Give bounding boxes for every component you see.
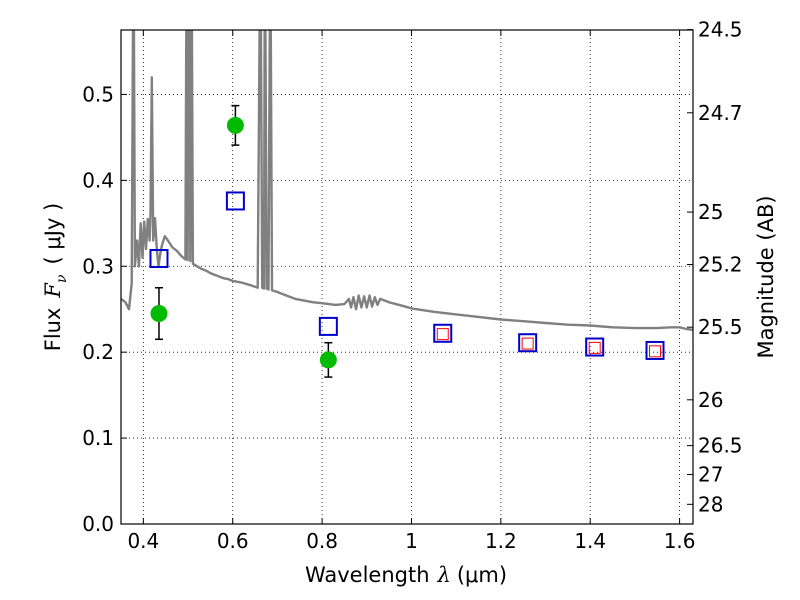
grid bbox=[121, 30, 693, 525]
y2-tick-label: 26 bbox=[698, 388, 723, 412]
y2-axis-label: Magnitude (AB) bbox=[754, 195, 778, 358]
observed-flux-point bbox=[150, 305, 168, 323]
y2-tick-label: 25.5 bbox=[698, 315, 743, 339]
x-tick-label: 0.4 bbox=[127, 529, 159, 553]
y-tick-label: 0.1 bbox=[82, 426, 114, 450]
model-flux-square-nir bbox=[436, 328, 449, 341]
model-flux-square bbox=[149, 249, 169, 269]
model-flux-square bbox=[225, 191, 245, 211]
y2-tick-label: 24.7 bbox=[698, 101, 743, 125]
y2-tick-label: 26.5 bbox=[698, 434, 743, 458]
photometry-points-layer bbox=[149, 104, 665, 378]
y2-tick-label: 27 bbox=[698, 463, 723, 487]
observed-flux-point bbox=[319, 351, 337, 369]
y-axis-ticks: 0.0 0.1 0.2 0.3 0.4 0.5 bbox=[82, 82, 127, 536]
model-flux-square bbox=[318, 316, 338, 336]
x-tick-label: 1.2 bbox=[485, 529, 517, 553]
observed-flux-point bbox=[226, 116, 244, 134]
model-spectrum-line bbox=[121, 30, 693, 331]
model-flux-square-nir bbox=[521, 337, 534, 350]
model-flux-square bbox=[518, 333, 538, 353]
model-flux-square bbox=[433, 323, 453, 343]
y2-tick-label: 25.2 bbox=[698, 253, 743, 277]
y2-tick-label: 25 bbox=[698, 200, 723, 224]
model-flux-square bbox=[585, 337, 605, 357]
x-tick-label: 1 bbox=[405, 529, 418, 553]
y2-tick-label: 24.5 bbox=[698, 18, 743, 42]
model-flux-square-nir bbox=[649, 345, 662, 358]
model-flux-square-nir bbox=[588, 341, 601, 354]
plot-frame bbox=[120, 29, 694, 525]
y-tick-label: 0.5 bbox=[82, 82, 114, 106]
y-axis-label: FluxFν( μJy ) bbox=[41, 203, 70, 351]
model-flux-square bbox=[645, 340, 665, 360]
x-axis-label: Wavelength λ (μm) bbox=[305, 563, 507, 587]
x-tick-label: 1.4 bbox=[574, 529, 606, 553]
y2-tick-label: 28 bbox=[698, 492, 723, 516]
x-tick-label: 1.6 bbox=[664, 529, 696, 553]
x-tick-label: 0.6 bbox=[217, 529, 249, 553]
y-tick-label: 0.3 bbox=[82, 254, 114, 278]
y-tick-label: 0.0 bbox=[82, 512, 114, 536]
x-tick-label: 0.8 bbox=[306, 529, 338, 553]
y2-axis-ticks: 24.5 24.7 25 25.2 25.5 26 26.5 27 28 bbox=[687, 18, 743, 516]
model-spectrum-layer bbox=[121, 30, 693, 331]
y-tick-label: 0.4 bbox=[82, 168, 114, 192]
y-tick-label: 0.2 bbox=[82, 340, 114, 364]
x-axis-ticks: 0.4 0.6 0.8 1 1.2 1.4 1.6 bbox=[127, 30, 696, 553]
